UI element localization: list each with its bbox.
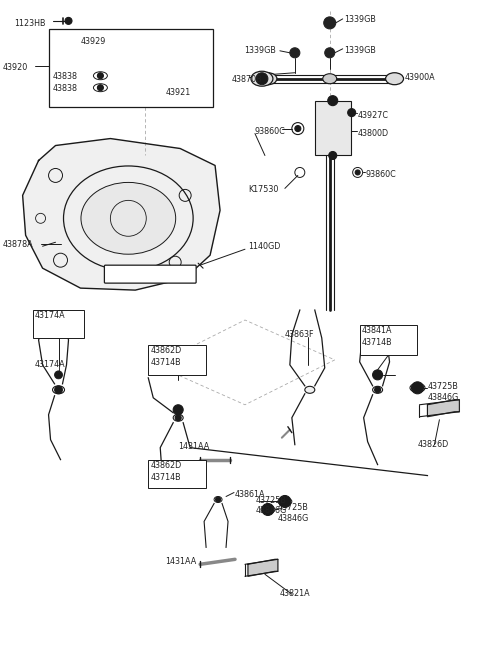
Ellipse shape (372, 387, 383, 393)
Text: 43725B: 43725B (278, 503, 309, 512)
Circle shape (324, 17, 336, 29)
Text: 43862D: 43862D (150, 346, 181, 355)
Text: 43846G: 43846G (278, 514, 309, 524)
Circle shape (262, 503, 274, 516)
Text: 43861A: 43861A (235, 490, 265, 499)
Text: 43174A: 43174A (35, 360, 65, 369)
Text: 43921: 43921 (165, 87, 191, 96)
Text: K17530: K17530 (248, 185, 278, 194)
Bar (148, 460, 206, 488)
Ellipse shape (323, 74, 336, 83)
Text: 43863F: 43863F (285, 330, 314, 339)
Circle shape (325, 48, 335, 58)
Text: 1431AA: 1431AA (165, 557, 196, 567)
Polygon shape (428, 400, 459, 417)
Text: 43846G: 43846G (256, 507, 287, 516)
Text: 43714B: 43714B (150, 358, 181, 367)
Text: 43870B: 43870B (232, 75, 263, 83)
Polygon shape (23, 138, 220, 290)
Circle shape (411, 382, 423, 394)
Circle shape (256, 73, 268, 85)
Text: 43826D: 43826D (418, 439, 449, 449)
Circle shape (290, 48, 300, 58)
Text: 43878A: 43878A (3, 240, 33, 249)
Text: 43838: 43838 (52, 72, 78, 81)
FancyBboxPatch shape (104, 265, 196, 283)
Bar (315, 100, 351, 155)
Ellipse shape (259, 73, 277, 85)
Text: 1123HB: 1123HB (15, 19, 46, 28)
Circle shape (295, 126, 301, 132)
Text: 43846G: 43846G (428, 393, 459, 402)
Text: 43841A: 43841A (361, 326, 392, 335)
Circle shape (65, 18, 72, 24)
Ellipse shape (251, 71, 273, 86)
Text: 1339GB: 1339GB (344, 46, 375, 55)
Text: 93860C: 93860C (255, 126, 286, 136)
Circle shape (173, 405, 183, 415)
Text: 1339GB: 1339GB (244, 46, 276, 55)
Text: REF.43-431: REF.43-431 (108, 267, 163, 276)
Text: 43929: 43929 (81, 37, 106, 46)
Ellipse shape (214, 497, 222, 503)
Bar (360, 325, 418, 355)
Text: 43800D: 43800D (358, 128, 389, 138)
Text: 43920: 43920 (3, 63, 28, 72)
Text: 43821A: 43821A (280, 589, 311, 599)
Circle shape (55, 386, 62, 394)
Text: 43714B: 43714B (361, 338, 392, 347)
Text: 43714B: 43714B (150, 473, 181, 482)
Circle shape (175, 415, 181, 421)
Text: 43900A: 43900A (405, 73, 435, 82)
Bar (148, 345, 206, 375)
Circle shape (348, 109, 356, 117)
Text: 93860C: 93860C (366, 170, 396, 179)
Text: 43862D: 43862D (150, 460, 181, 469)
Ellipse shape (81, 183, 176, 254)
Text: 43927C: 43927C (358, 111, 389, 119)
Text: 1339GB: 1339GB (344, 15, 375, 24)
Circle shape (328, 96, 338, 106)
Text: 43174A: 43174A (35, 311, 65, 320)
Ellipse shape (173, 414, 183, 421)
Text: 1431AA: 1431AA (178, 441, 209, 451)
Circle shape (97, 85, 103, 91)
Ellipse shape (385, 73, 404, 85)
Bar (33, 310, 84, 338)
Text: 43838: 43838 (52, 83, 78, 93)
Text: 43725B: 43725B (428, 382, 458, 391)
Bar (48, 29, 213, 107)
Circle shape (355, 170, 360, 175)
Circle shape (279, 496, 291, 507)
Text: 43725B: 43725B (256, 496, 287, 505)
Circle shape (97, 73, 103, 79)
Circle shape (372, 370, 383, 380)
Circle shape (55, 371, 62, 379)
Polygon shape (248, 559, 278, 576)
Circle shape (329, 151, 336, 160)
Circle shape (173, 475, 183, 484)
Circle shape (216, 497, 220, 502)
Text: 1140GD: 1140GD (248, 243, 280, 251)
Circle shape (374, 387, 381, 393)
Ellipse shape (305, 387, 315, 393)
